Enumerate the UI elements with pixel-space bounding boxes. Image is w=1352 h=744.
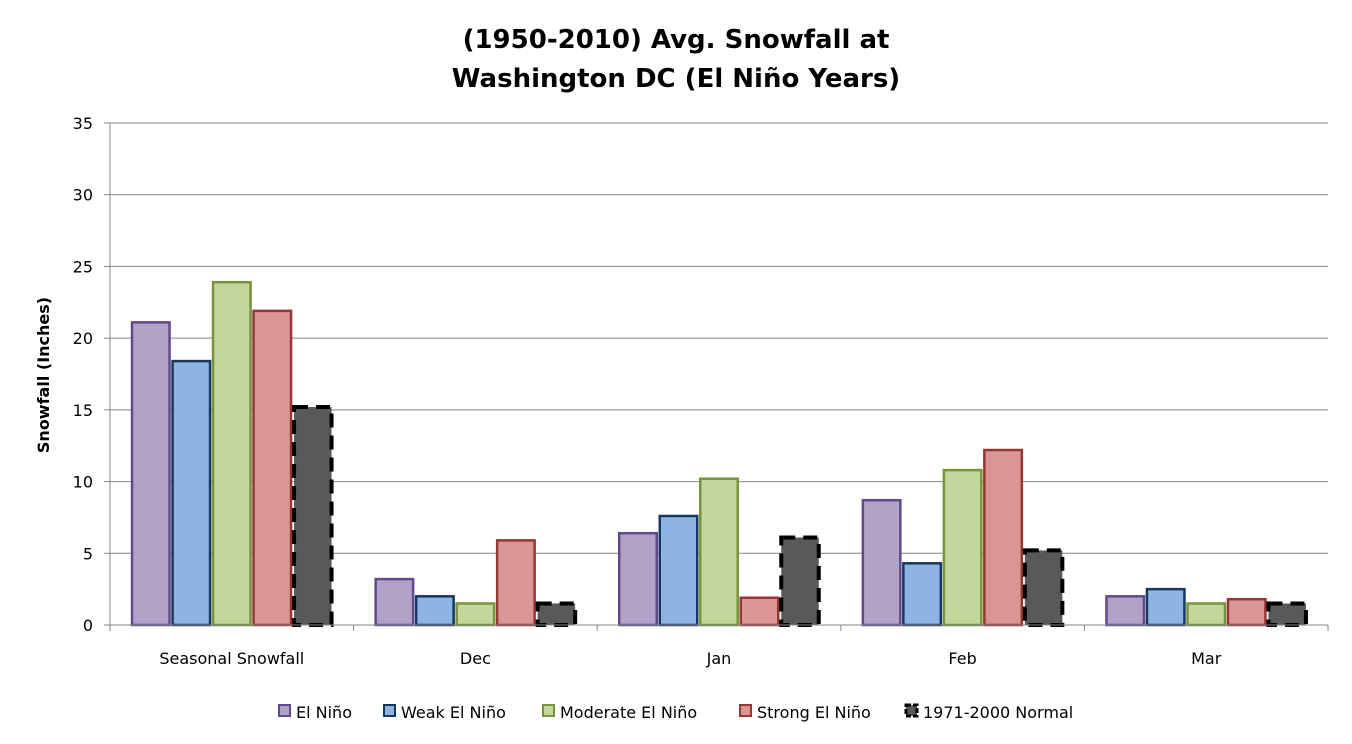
bar-el-ni-o-jan bbox=[618, 531, 658, 627]
y-tick-label: 20 bbox=[73, 329, 93, 348]
bar-el-ni-o-dec bbox=[374, 577, 415, 627]
bars bbox=[130, 280, 1308, 628]
bar-weak-el-ni-o-mar bbox=[1145, 587, 1186, 627]
bar-weak-el-ni-o-jan bbox=[658, 514, 699, 627]
legend-label: Weak El Niño bbox=[401, 703, 506, 722]
y-tick-label: 10 bbox=[73, 473, 93, 492]
legend-label: El Niño bbox=[296, 703, 352, 722]
legend-swatch-el-ni-o bbox=[278, 704, 291, 717]
y-axis-ticks: 0 5 10 15 20 25 30 35 bbox=[73, 114, 110, 635]
y-tick-label: 0 bbox=[83, 616, 93, 635]
x-category-label: Mar bbox=[1191, 649, 1222, 668]
chart-title-line-1: (1950-2010) Avg. Snowfall at bbox=[463, 25, 890, 55]
legend-swatch-moderate-el-ni-o bbox=[542, 704, 555, 717]
legend-label: Moderate El Niño bbox=[560, 703, 697, 722]
x-category-label: Dec bbox=[460, 649, 491, 668]
legend-swatch-1971-2000-normal bbox=[904, 703, 919, 718]
legend-label: 1971-2000 Normal bbox=[923, 703, 1073, 722]
y-tick-label: 15 bbox=[73, 401, 93, 420]
bar-1971-2000-normal-feb bbox=[1022, 548, 1065, 627]
y-tick-label: 25 bbox=[73, 257, 93, 276]
y-tick-label: 35 bbox=[73, 114, 93, 133]
y-tick-label: 5 bbox=[83, 544, 93, 563]
bar-strong-el-ni-o-jan bbox=[739, 596, 780, 627]
bar-strong-el-ni-o-feb bbox=[983, 448, 1024, 627]
bar-moderate-el-ni-o-jan bbox=[699, 477, 739, 627]
x-category-label: Feb bbox=[948, 649, 976, 668]
chart-title-line-2: Washington DC (El Niño Years) bbox=[452, 64, 900, 94]
bar-1971-2000-normal-mar bbox=[1266, 601, 1308, 628]
bar-el-ni-o-feb bbox=[861, 498, 902, 627]
bar-moderate-el-ni-o-mar bbox=[1186, 602, 1227, 627]
y-tick-label: 30 bbox=[73, 186, 93, 205]
bar-moderate-el-ni-o-seasonal-snowfall bbox=[211, 280, 252, 627]
x-category-label: Jan bbox=[706, 649, 732, 668]
bar-weak-el-ni-o-seasonal-snowfall bbox=[171, 359, 212, 627]
x-axis-categories: Seasonal Snowfall Dec Jan Feb Mar bbox=[159, 649, 1221, 668]
bar-weak-el-ni-o-dec bbox=[414, 595, 455, 627]
axes bbox=[109, 123, 1329, 631]
legend-swatch-strong-el-ni-o bbox=[739, 704, 752, 717]
y-axis-title: Snowfall (Inches) bbox=[34, 297, 53, 453]
bar-el-ni-o-seasonal-snowfall bbox=[130, 321, 171, 627]
legend-swatch-weak-el-ni-o bbox=[383, 704, 396, 717]
bar-strong-el-ni-o-dec bbox=[495, 539, 536, 627]
bar-weak-el-ni-o-feb bbox=[902, 562, 943, 627]
bar-moderate-el-ni-o-feb bbox=[942, 468, 983, 627]
bar-1971-2000-normal-seasonal-snowfall bbox=[292, 404, 334, 628]
bar-moderate-el-ni-o-dec bbox=[455, 602, 496, 627]
bar-1971-2000-normal-dec bbox=[535, 601, 578, 628]
legend: El Niño Weak El Niño Moderate El Niño Stron… bbox=[278, 703, 1073, 722]
legend-label: Strong El Niño bbox=[757, 703, 871, 722]
bar-strong-el-ni-o-mar bbox=[1226, 597, 1267, 627]
bar-el-ni-o-mar bbox=[1105, 595, 1146, 627]
bar-strong-el-ni-o-seasonal-snowfall bbox=[252, 309, 293, 627]
bar-1971-2000-normal-jan bbox=[779, 535, 821, 627]
x-category-label: Seasonal Snowfall bbox=[159, 649, 304, 668]
